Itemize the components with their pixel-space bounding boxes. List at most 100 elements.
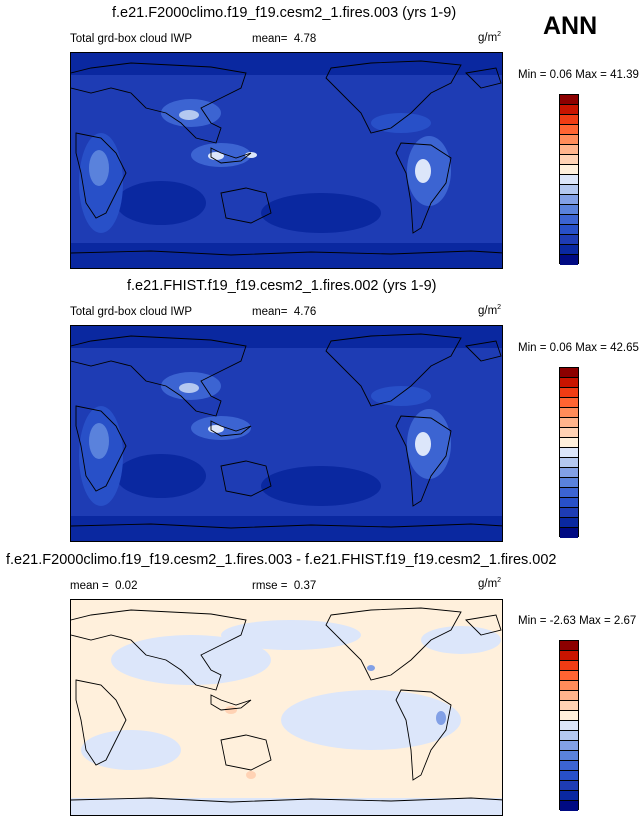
colorbar-swatch [560,398,578,408]
colorbar-swatch [560,681,578,691]
panel3-neg-region [221,620,361,650]
colorbar-swatch [560,488,578,498]
panel2-max-value: 42.65 [610,342,639,354]
colorbar-swatch [560,761,578,771]
colorbar-swatch [560,478,578,488]
colorbar-swatch [560,378,578,388]
panel3-pos-spot [225,706,237,714]
panel2-arctic-band [71,326,502,348]
colorbar-swatch [560,205,578,215]
panel1-low-region [116,181,206,225]
colorbar-swatch [560,801,578,811]
colorbar-swatch [560,518,578,528]
panel3-minmax: Min = -2.63 Max = 2.67 [518,615,636,627]
panel1-units-exp: 2 [497,31,502,38]
panel1-units-text: g/m [478,31,498,44]
panel3-colorbar-ticks: 1512975310-1-3-5-7-9-12-15 [530,640,600,810]
colorbar-swatch [560,508,578,518]
panel2-units-text: g/m [478,304,498,317]
panel3-colorbar [559,640,579,811]
panel1-warmpool-high [245,152,257,158]
panel3-title: f.e21.F2000climo.f19_f19.cesm2_1.fires.0… [6,552,557,568]
panel3-neg-region [81,730,181,770]
season-label: ANN [543,12,598,40]
panel1-units: g/m2 [478,31,501,44]
panel3-map [70,599,503,816]
panel2-variable: Total grd-box cloud IWP [70,306,193,318]
panel2-low-region [116,454,206,498]
colorbar-swatch [560,438,578,448]
colorbar-swatch [560,155,578,165]
colorbar-swatch [560,721,578,731]
colorbar-swatch [560,235,578,245]
colorbar-swatch [560,671,578,681]
panel2-minmax: Min = 0.06 Max = 42.65 [518,342,639,354]
colorbar-swatch [560,95,578,105]
panel2-mean-value: 4.76 [293,306,317,318]
panel3-mean: mean = 0.02 [70,580,137,592]
colorbar-swatch [560,528,578,538]
panel3-coastlines [71,607,502,803]
panel2-namerica-field [371,386,431,406]
panel3-rmse: rmse = 0.37 [252,580,316,592]
colorbar-swatch [560,408,578,418]
colorbar-swatch [560,781,578,791]
panel1-min-label: Min = [518,69,547,81]
colorbar-swatch [560,215,578,225]
panel3-map-svg [71,600,502,815]
panel1-antarctic-band [71,243,502,268]
panel1-colorbar-ticks: 8070605550454035302520151051 [530,94,600,264]
panel1-namerica-field [371,113,431,133]
colorbar-swatch [560,125,578,135]
panel1-low-region [261,193,381,233]
colorbar-swatch [560,771,578,781]
panel2-map-svg [71,326,502,541]
panel2-colorbar [559,367,579,538]
panel1-map-svg [71,53,502,268]
panel2-amazon-high [415,432,431,456]
panel1-variable: Total grd-box cloud IWP [70,33,193,45]
colorbar-swatch [560,741,578,751]
colorbar-swatch [560,661,578,671]
colorbar-swatch [560,651,578,661]
panel1-coastlines [71,60,502,256]
panel2-map [70,325,503,542]
panel3-pos-spot [246,771,256,779]
colorbar-swatch [560,418,578,428]
panel3-neg-spot [367,665,375,671]
panel3-units-exp: 2 [497,577,502,584]
panel3-units: g/m2 [478,577,501,590]
colorbar-swatch [560,701,578,711]
colorbar-swatch [560,791,578,801]
panel1-mean-label: mean= [252,33,288,45]
panel3-mean-label: mean = [70,580,109,592]
panel3-neg-region [111,635,271,685]
colorbar-swatch [560,751,578,761]
panel3-rmse-label: rmse = [252,580,288,592]
colorbar-swatch [560,225,578,235]
colorbar-swatch [560,165,578,175]
panel2-colorbar-ticks: 8070605550454035302520151051 [530,367,600,537]
panel3-units-text: g/m [478,577,498,590]
panel3-max-value: 2.67 [613,615,637,627]
panel2-min-value: 0.06 [549,342,573,354]
colorbar-swatch [560,641,578,651]
colorbar-swatch [560,448,578,458]
panel2-mean: mean= 4.76 [252,306,316,318]
colorbar-swatch [560,115,578,125]
panel1-amazon-high [415,159,431,183]
panel1-max-value: 41.39 [610,69,639,81]
panel1-title: f.e21.F2000climo.f19_f19.cesm2_1.fires.0… [112,5,457,21]
panel2-africa-high [89,423,109,459]
colorbar-swatch [560,458,578,468]
panel1-mean-value: 4.78 [293,33,317,45]
panel2-title: f.e21.FHIST.f19_f19.cesm2_1.fires.002 (y… [127,278,437,294]
colorbar-swatch [560,468,578,478]
colorbar-swatch [560,368,578,378]
panel2-min-label: Min = [518,342,547,354]
panel1-map [70,52,503,269]
colorbar-swatch [560,245,578,255]
panel1-mean: mean= 4.78 [252,33,316,45]
panel1-min-value: 0.06 [549,69,573,81]
colorbar-swatch [560,195,578,205]
